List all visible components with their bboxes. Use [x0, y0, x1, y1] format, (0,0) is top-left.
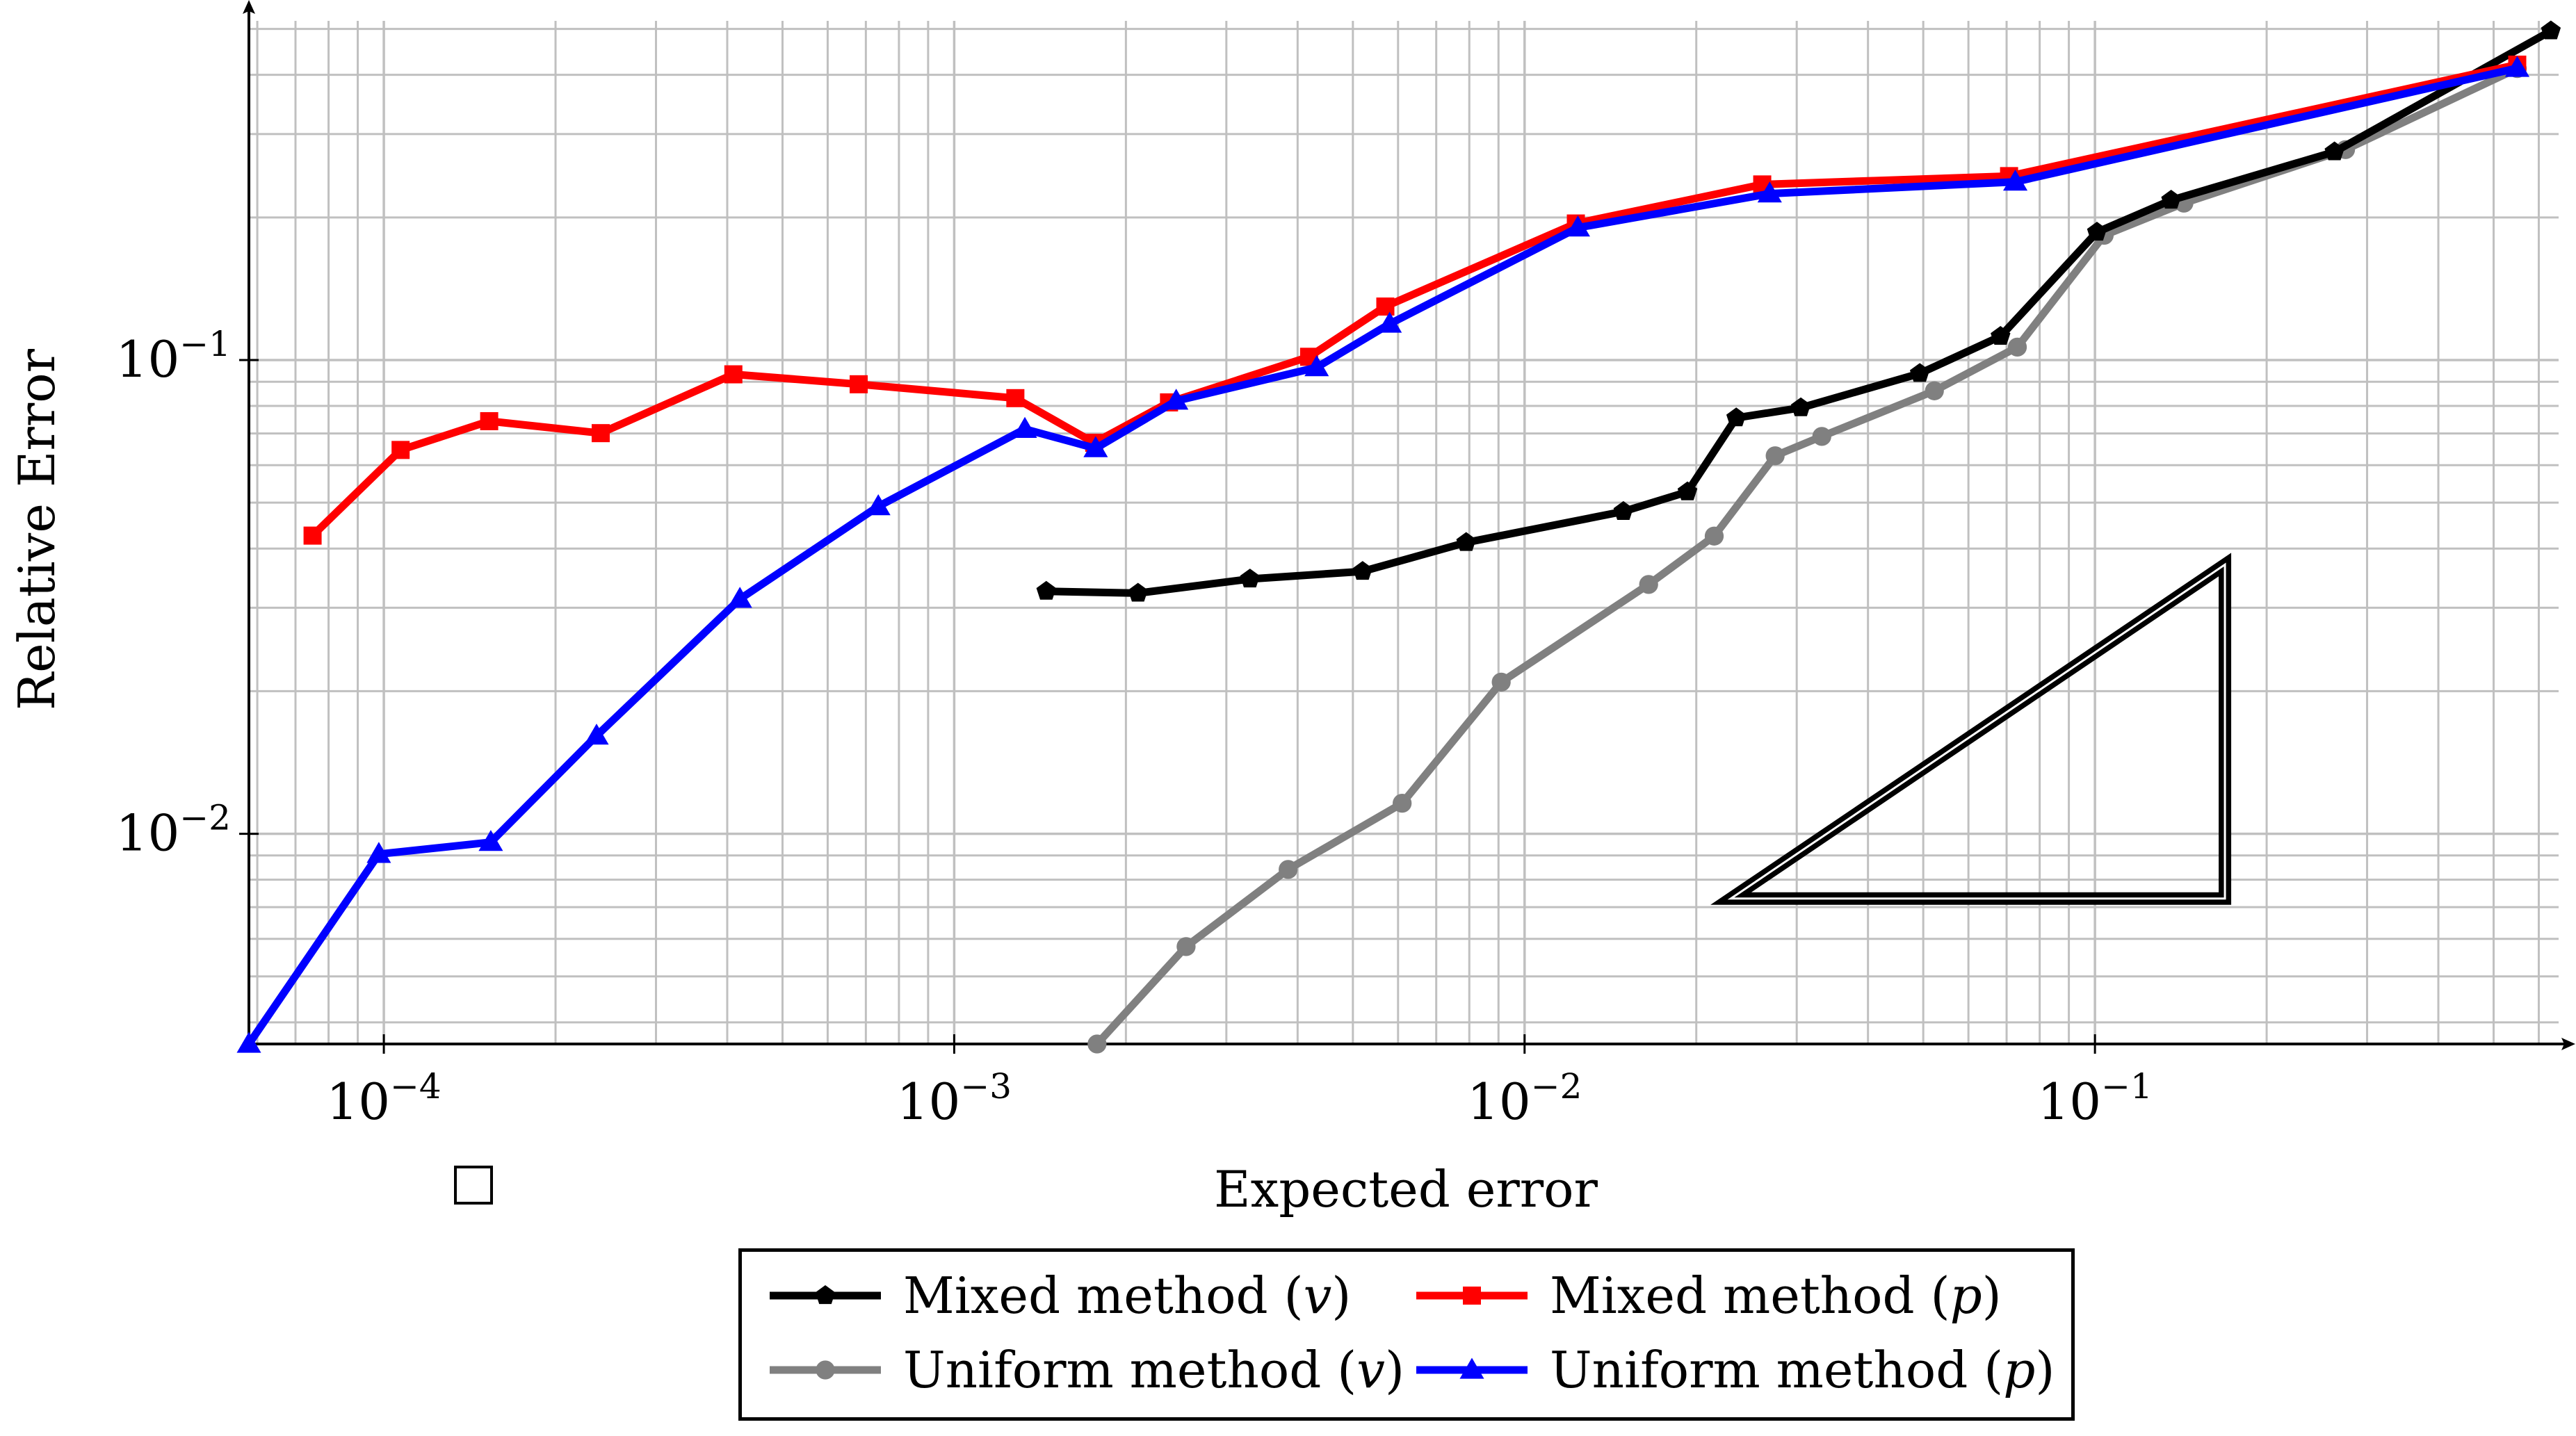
data-marker — [1376, 297, 1395, 316]
data-marker — [236, 1031, 261, 1053]
data-marker — [478, 830, 503, 851]
data-marker — [815, 1285, 836, 1305]
y-axis-label: Relative Error — [8, 348, 66, 710]
slope-triangle-annotation — [1710, 553, 2232, 905]
slope-triangle-inner-line — [1727, 562, 2226, 900]
legend-entry-mixed-v: Mixed method (v) — [763, 1264, 1351, 1327]
y-tick-label: 10−1 — [116, 324, 231, 389]
data-marker — [1456, 532, 1477, 551]
legend-swatch-uniform-p — [1416, 1357, 1528, 1379]
data-marker — [1790, 397, 1811, 416]
data-marker — [850, 375, 868, 393]
data-marker — [2504, 56, 2530, 77]
grid-lines — [249, 21, 2559, 1044]
data-marker — [1352, 561, 1373, 580]
data-marker — [391, 441, 410, 459]
data-marker — [1812, 427, 1831, 446]
data-marker — [584, 724, 609, 745]
data-marker — [1377, 311, 1402, 333]
data-marker — [303, 526, 322, 545]
data-marker — [1459, 1357, 1484, 1379]
data-marker — [1006, 389, 1025, 407]
data-marker — [1164, 389, 1189, 410]
legend-label-uniform-p: Uniform method (p) — [1550, 1341, 2055, 1399]
data-marker — [1925, 381, 1944, 400]
series-mixed-method-p — [303, 56, 2527, 545]
data-marker — [1565, 215, 1590, 237]
data-marker — [1991, 325, 2011, 345]
data-marker — [1704, 526, 1724, 546]
legend-label-uniform-v: Uniform method (v) — [903, 1341, 1405, 1399]
data-marker — [727, 587, 752, 608]
data-marker — [1757, 181, 1782, 203]
data-marker — [1639, 575, 1658, 594]
data-marker — [2161, 190, 2181, 209]
legend-swatch-uniform-v — [770, 1360, 881, 1380]
y-axis-arrow — [243, 0, 255, 14]
data-marker — [1279, 860, 1298, 879]
data-marker — [1491, 672, 1511, 692]
legend-swatch-mixed-p — [1416, 1287, 1528, 1305]
data-marker — [1083, 436, 1108, 457]
legend-label-mixed-p: Mixed method (p) — [1550, 1266, 2002, 1325]
data-marker — [1240, 569, 1261, 588]
data-marker — [1909, 363, 1930, 382]
x-tick-label: 10−3 — [897, 1066, 1012, 1131]
data-marker — [1677, 481, 1698, 500]
x-tick-label: 10−4 — [326, 1066, 441, 1131]
data-marker — [816, 1360, 835, 1380]
data-marker — [2324, 141, 2344, 161]
legend-entry-mixed-p: Mixed method (p) — [1409, 1264, 2002, 1327]
data-marker — [1393, 794, 1412, 813]
legend-entry-uniform-v: Uniform method (v) — [763, 1339, 1404, 1401]
data-marker — [1463, 1287, 1481, 1305]
data-marker — [2007, 337, 2027, 357]
data-marker — [1128, 582, 1148, 602]
data-marker — [2541, 20, 2561, 40]
data-marker — [366, 842, 391, 863]
legend-label-mixed-v: Mixed method (v) — [903, 1266, 1352, 1325]
data-marker — [866, 494, 891, 516]
legend: Mixed method (v) Mixed method (p) Unifor… — [738, 1248, 2075, 1421]
x-axis-arrow — [2561, 1038, 2575, 1050]
data-marker — [724, 365, 743, 384]
data-marker — [1765, 446, 1785, 466]
axes — [239, 0, 2575, 1054]
data-marker — [1087, 1034, 1107, 1054]
data-marker — [2003, 170, 2028, 191]
data-marker — [1304, 355, 1329, 377]
y-tick-label: 10−2 — [116, 798, 231, 863]
data-marker — [1176, 937, 1196, 956]
data-marker — [480, 411, 499, 430]
x-tick-label: 10−1 — [2037, 1066, 2152, 1131]
data-marker — [2087, 222, 2107, 241]
empty-checkbox — [454, 1166, 493, 1205]
series-layer — [236, 20, 2561, 1054]
legend-swatch-mixed-v — [770, 1285, 881, 1305]
data-marker — [591, 424, 610, 443]
data-marker — [1012, 416, 1037, 438]
series-uniform-method-p — [236, 56, 2530, 1053]
x-axis-label: Expected error — [1214, 1160, 1598, 1218]
data-marker — [1613, 500, 1634, 520]
data-marker — [1726, 407, 1747, 427]
data-marker — [1036, 580, 1057, 600]
series-mixed-method-v — [1036, 20, 2561, 602]
x-tick-label: 10−2 — [1467, 1066, 1582, 1131]
legend-entry-uniform-p: Uniform method (p) — [1409, 1339, 2055, 1401]
tick-labels: 10−4 10−3 10−2 10−1 10−2 10−1 — [116, 324, 2153, 1131]
